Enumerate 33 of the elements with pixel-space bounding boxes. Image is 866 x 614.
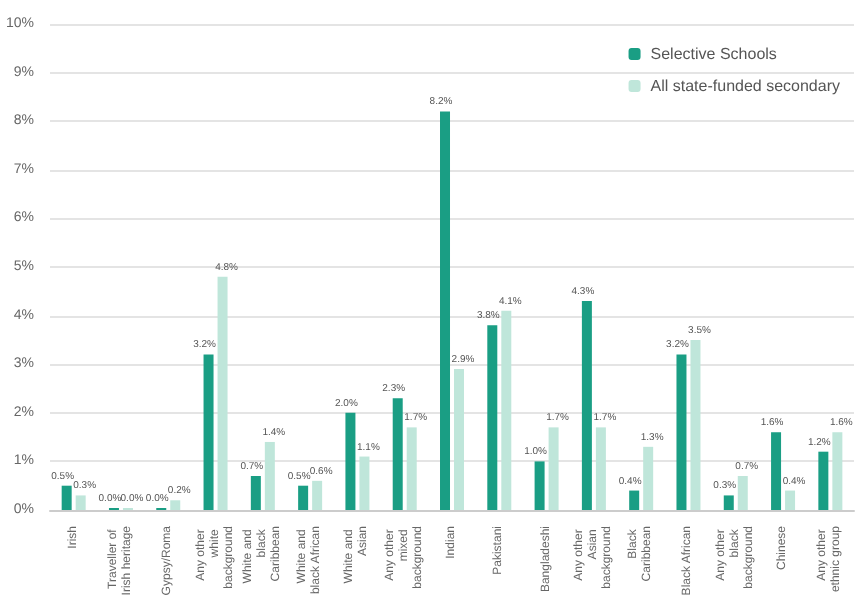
bar xyxy=(785,490,796,510)
legend-label: All state-funded secondary xyxy=(650,77,841,95)
bar xyxy=(534,461,545,510)
bar xyxy=(264,441,275,510)
bar xyxy=(487,325,498,510)
legend-label: Selective Schools xyxy=(650,45,777,63)
bar xyxy=(818,451,829,510)
bar xyxy=(595,427,606,510)
bar xyxy=(629,490,640,510)
bar xyxy=(548,427,559,510)
bar xyxy=(345,412,356,510)
bar xyxy=(203,354,214,510)
bar xyxy=(723,495,734,510)
bar xyxy=(359,456,370,510)
bar xyxy=(217,276,228,510)
bar xyxy=(61,485,72,510)
bar xyxy=(440,111,451,510)
bar xyxy=(832,432,843,510)
bar xyxy=(312,480,323,510)
bar xyxy=(298,485,309,510)
bar xyxy=(501,310,512,510)
bar xyxy=(643,446,654,510)
bar xyxy=(737,475,748,510)
bar xyxy=(581,301,592,510)
bar xyxy=(250,475,261,510)
bar xyxy=(454,369,465,510)
bar xyxy=(676,354,687,510)
bar xyxy=(392,398,403,510)
bar xyxy=(690,339,701,510)
bar xyxy=(170,500,181,510)
bar xyxy=(406,427,417,510)
bar xyxy=(771,432,782,510)
bar xyxy=(75,495,86,510)
